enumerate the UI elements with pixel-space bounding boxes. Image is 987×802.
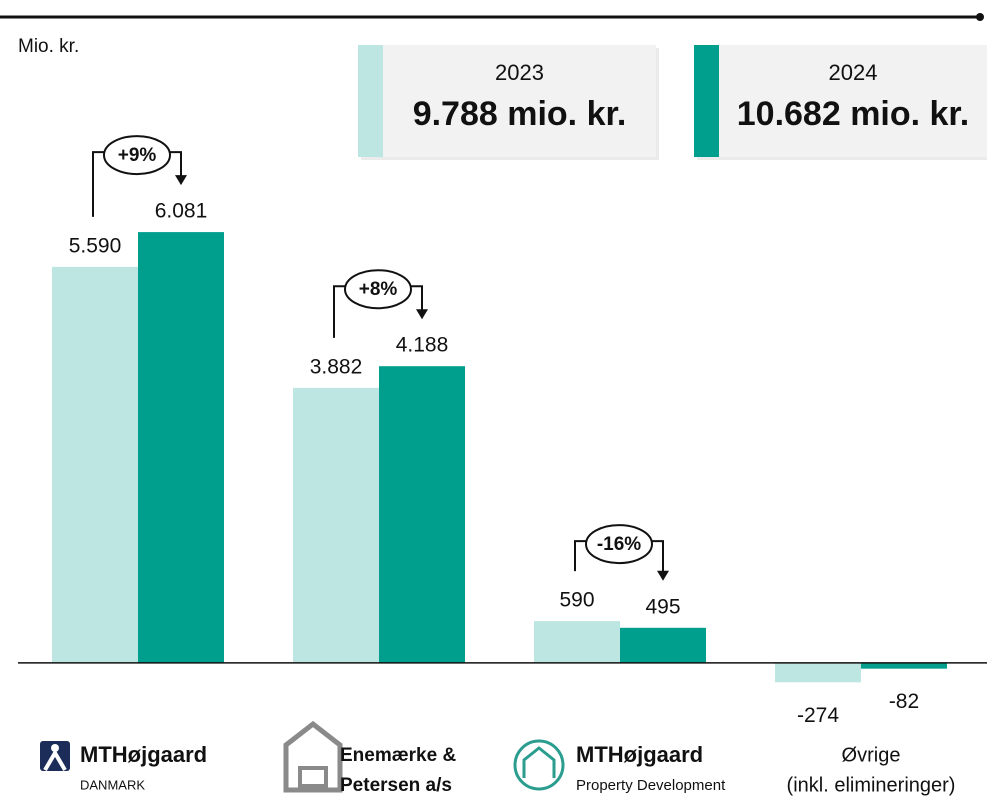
category-label: MTHøjgaard: [576, 742, 703, 767]
category-label: Petersen a/s: [340, 775, 452, 796]
legend-label: 2023: [495, 60, 544, 85]
value-label: 5.590: [69, 234, 122, 257]
value-label: 4.188: [396, 334, 449, 357]
annotation-arrow: [657, 570, 669, 581]
category-label: DANMARK: [80, 777, 145, 792]
category-label: Enemærke &: [340, 745, 456, 766]
annotation-label: +8%: [359, 279, 398, 300]
legend-swatch: [358, 45, 383, 157]
annotation-bubble: [103, 135, 171, 176]
annotation-arrow: [175, 175, 187, 186]
annotation-arrow: [416, 309, 428, 320]
value-label: 495: [645, 595, 680, 618]
bar: [534, 621, 620, 663]
bar: [52, 266, 138, 663]
category-label: Øvrige: [842, 744, 901, 766]
bar: [293, 387, 379, 663]
category-label: Property Development: [576, 777, 726, 794]
bar: [138, 232, 224, 663]
bar: [620, 627, 706, 663]
summary-box: [358, 45, 656, 157]
unit-label: Mio. kr.: [18, 36, 79, 57]
bar: [379, 366, 465, 663]
annotation-label: -16%: [597, 534, 641, 555]
bar: [775, 662, 861, 683]
legend-total: 10.682 mio. kr.: [737, 95, 970, 133]
value-label: 3.882: [310, 355, 363, 378]
summary-box: [694, 45, 987, 157]
annotation-bubble: [344, 269, 412, 310]
annotation-bubble: [585, 524, 653, 565]
legend-total: 9.788 mio. kr.: [413, 95, 627, 133]
value-label: -82: [889, 690, 919, 713]
top-rule-dot: [976, 13, 984, 21]
bar: [861, 662, 947, 669]
value-label: -274: [797, 704, 839, 727]
legend-swatch: [694, 45, 719, 157]
logo-icon: [40, 720, 565, 793]
value-label: 6.081: [155, 200, 208, 223]
category-label: (inkl. elimineringer): [787, 774, 956, 796]
value-label: 590: [559, 589, 594, 612]
legend-label: 2024: [829, 60, 878, 85]
category-label: MTHøjgaard: [80, 742, 207, 767]
annotation-label: +9%: [118, 145, 157, 166]
